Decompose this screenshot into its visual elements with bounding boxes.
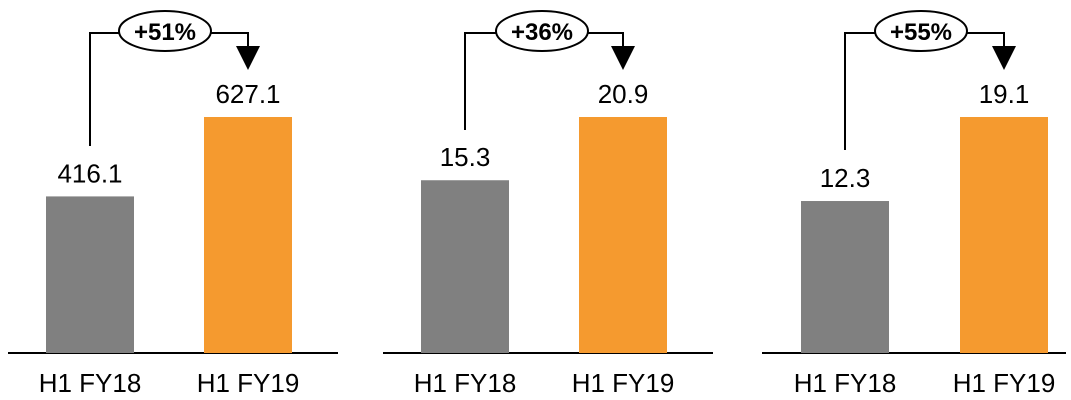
tick-label-h1-fy18: H1 FY18 (794, 368, 897, 398)
chart-panel-3: 12.3 19.1 H1 FY18 H1 FY19 +55% (762, 10, 1066, 398)
value-label-h1-fy19: 19.1 (979, 79, 1030, 109)
chart-panel-2: 15.3 20.9 H1 FY18 H1 FY19 +36% (383, 10, 713, 398)
tick-label-h1-fy18: H1 FY18 (414, 368, 517, 398)
growth-label: +51% (134, 19, 196, 46)
bar-h1-fy18 (421, 180, 509, 353)
value-label-h1-fy18: 12.3 (820, 163, 871, 193)
value-label-h1-fy18: 15.3 (440, 142, 491, 172)
growth-ellipse (874, 10, 968, 52)
tick-label-h1-fy19: H1 FY19 (953, 368, 1056, 398)
bar-h1-fy19 (960, 117, 1048, 353)
bar-h1-fy18 (801, 201, 889, 353)
tick-label-h1-fy18: H1 FY18 (39, 368, 142, 398)
growth-label: +55% (890, 19, 952, 46)
tick-label-h1-fy19: H1 FY19 (572, 368, 675, 398)
bar-h1-fy18 (46, 196, 134, 353)
value-label-h1-fy19: 627.1 (215, 79, 280, 109)
bar-h1-fy19 (204, 117, 292, 353)
chart-panel-1: 416.1 627.1 H1 FY18 H1 FY19 +51% (8, 10, 338, 398)
growth-ellipse (495, 10, 589, 52)
growth-ellipse (118, 10, 212, 52)
tick-label-h1-fy19: H1 FY19 (197, 368, 300, 398)
value-label-h1-fy18: 416.1 (57, 158, 122, 188)
growth-label: +36% (511, 19, 573, 46)
bar-h1-fy19 (579, 117, 667, 353)
value-label-h1-fy19: 20.9 (598, 79, 649, 109)
